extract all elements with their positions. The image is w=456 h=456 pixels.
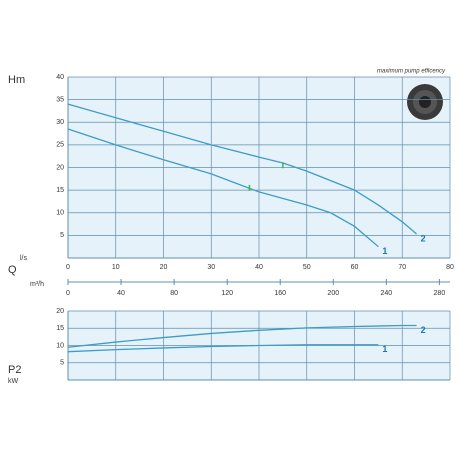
pump-icon bbox=[407, 84, 443, 120]
x-tick-label: 50 bbox=[303, 264, 311, 271]
x-tick-label: 0 bbox=[66, 264, 70, 271]
x2-tick-label: 120 bbox=[221, 290, 233, 297]
x-tick-label: 60 bbox=[351, 264, 359, 271]
y-tick-label: 25 bbox=[56, 142, 64, 149]
y-tick-label: 40 bbox=[56, 74, 64, 81]
series-line bbox=[67, 344, 379, 353]
y-unit: kW bbox=[8, 378, 19, 385]
series-label: 2 bbox=[421, 233, 426, 243]
x-tick-label: 10 bbox=[112, 264, 120, 271]
y-tick-label: 20 bbox=[56, 164, 64, 171]
y-tick-label: 5 bbox=[60, 232, 64, 239]
x-tick-label: 70 bbox=[398, 264, 406, 271]
q-label: Q bbox=[8, 264, 17, 276]
y-tick-label: 10 bbox=[56, 342, 64, 349]
y-tick-label: 35 bbox=[56, 96, 64, 103]
x2-tick-label: 200 bbox=[327, 290, 339, 297]
x-tick-label: 80 bbox=[446, 264, 454, 271]
x2-tick-label: 80 bbox=[170, 290, 178, 297]
y-label: Hm bbox=[8, 74, 25, 86]
y-tick-label: 20 bbox=[56, 308, 64, 315]
x-tick-label: 40 bbox=[255, 264, 263, 271]
y-tick-label: 15 bbox=[56, 187, 64, 194]
y-tick-label: 5 bbox=[60, 360, 64, 367]
x-tick-label: 30 bbox=[207, 264, 215, 271]
y-tick-label: 15 bbox=[56, 325, 64, 332]
x-label: l/s bbox=[20, 255, 28, 262]
x2-tick-label: 240 bbox=[380, 290, 392, 297]
series-label: 1 bbox=[382, 344, 387, 354]
series-label: 2 bbox=[421, 325, 426, 335]
series-line bbox=[67, 324, 417, 348]
x2-tick-label: 160 bbox=[274, 290, 286, 297]
y-label: P2 bbox=[8, 364, 21, 376]
x2-tick-label: 280 bbox=[434, 290, 446, 297]
x-tick-label: 20 bbox=[160, 264, 168, 271]
series-label: 1 bbox=[382, 246, 387, 256]
series-line bbox=[67, 128, 379, 248]
y-tick-label: 30 bbox=[56, 119, 64, 126]
x2-tick-label: 0 bbox=[66, 290, 70, 297]
annotation: maximum pump efficency bbox=[377, 69, 446, 75]
x2-tick-label: 40 bbox=[117, 290, 125, 297]
x2-label: m³/h bbox=[30, 281, 44, 288]
y-tick-label: 10 bbox=[56, 210, 64, 217]
